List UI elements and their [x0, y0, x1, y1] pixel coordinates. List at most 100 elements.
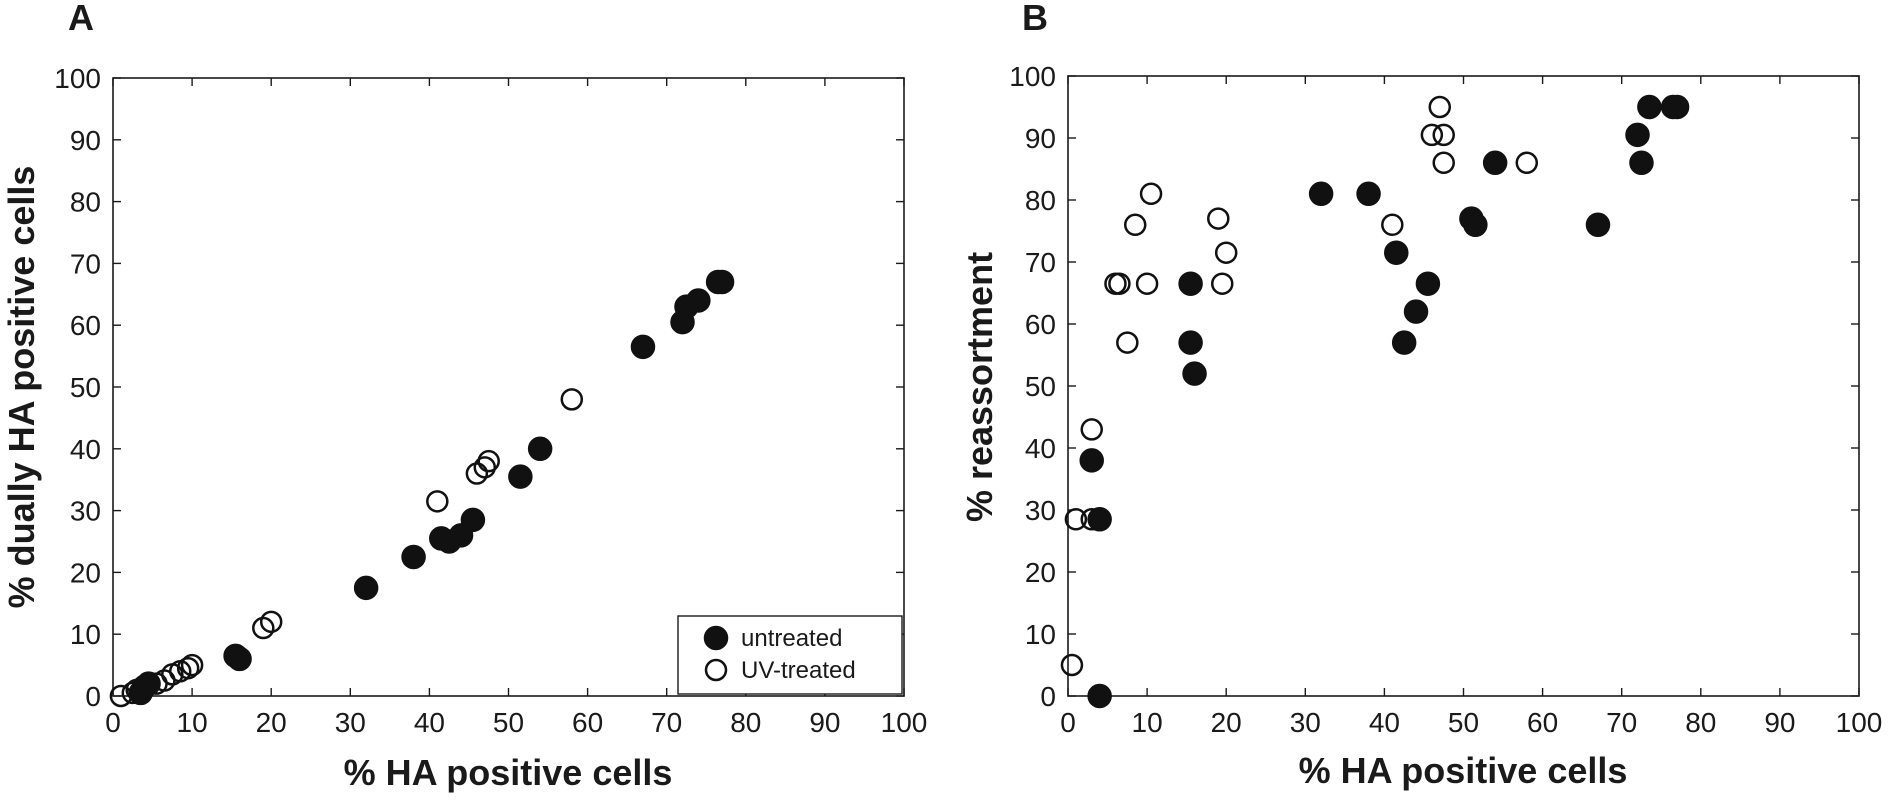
point-untreated-b: [1178, 271, 1203, 296]
point-uv-treated-b: [1135, 272, 1159, 295]
point-uv-treated-b: [1428, 95, 1452, 119]
point-untreated-b: [1356, 181, 1381, 207]
point-uv-treated-b: [1123, 213, 1147, 237]
point-untreated-b: [1403, 299, 1429, 324]
point-untreated-b: [1079, 448, 1104, 473]
points-b: [1060, 94, 1690, 709]
y-tick-label: 40: [1025, 433, 1056, 464]
point-untreated-b: [1463, 212, 1488, 238]
point-uv-treated-b: [1060, 653, 1084, 677]
x-tick-label: 30: [335, 707, 366, 738]
x-axis-title-a: % HA positive cells: [344, 752, 673, 793]
point-uv-treated-b: [1064, 508, 1088, 531]
point-uv-treated-b: [1080, 508, 1103, 531]
point-untreated-b: [1664, 94, 1690, 120]
x-tick-label: 40: [1369, 707, 1400, 738]
point-uv-treated-b: [1432, 123, 1455, 147]
y-tick-label: 80: [1025, 185, 1056, 216]
point-uv-treated-a: [125, 678, 148, 702]
y-tick-label: 0: [85, 681, 101, 712]
legend-marker-untreated: [703, 625, 729, 651]
plot-frame-a: [112, 77, 905, 697]
point-uv-treated-b: [1214, 241, 1238, 264]
panel-a: A 0 10 20 30 40 50 60 70 80 90 100 0 10 20 30 40 50 60 70 8…: [1, 0, 927, 793]
point-untreated-b: [1087, 507, 1112, 532]
point-uv-treated-a: [121, 681, 145, 705]
x-tick-label: 100: [881, 707, 928, 738]
point-untreated-a: [508, 464, 533, 489]
panel-label-a: A: [68, 0, 94, 38]
point-uv-treated-b: [1108, 272, 1131, 295]
point-uv-treated-a: [426, 490, 449, 513]
x-tick-label: 30: [1290, 707, 1321, 738]
y-tick-label: 60: [70, 310, 101, 341]
x-tick-label: 80: [1685, 707, 1716, 738]
y-tick-label: 10: [70, 619, 101, 650]
plot-frame-b: [1067, 75, 1860, 697]
point-uv-treated-b: [1080, 418, 1103, 441]
y-tick-label: 90: [1025, 123, 1056, 154]
x-tick-label: 100: [1836, 707, 1883, 738]
y-tick-label: 100: [1009, 61, 1056, 92]
x-tick-label: 50: [493, 707, 524, 738]
x-tick-label: 70: [651, 707, 682, 738]
point-uv-treated-a: [180, 653, 204, 677]
point-untreated-b: [1182, 361, 1207, 386]
legend-a: untreated UV-treated: [677, 615, 903, 695]
point-untreated-b: [1585, 212, 1611, 238]
point-untreated-b: [1178, 330, 1203, 355]
x-tick-label: 50: [1448, 707, 1479, 738]
point-untreated-b: [1384, 240, 1409, 265]
points-a: [109, 269, 735, 708]
x-tick-label: 90: [809, 707, 840, 738]
point-uv-treated-a: [259, 610, 283, 634]
x-tick-label: 90: [1764, 707, 1795, 738]
x-tick-label: 0: [105, 707, 121, 738]
point-untreated-a: [527, 436, 553, 462]
point-untreated-a: [227, 646, 252, 672]
point-untreated-b: [1637, 94, 1662, 120]
panel-b: B 0 10 20 30 40 50 60 70 80 90 100 0 10 20 30 40 50 60 70 8…: [959, 0, 1882, 791]
y-tick-label: 40: [70, 434, 101, 465]
y-tick-label: 90: [70, 125, 101, 156]
y-tick-label: 50: [70, 372, 101, 403]
point-uv-treated-a: [473, 456, 497, 479]
point-untreated-b: [1415, 271, 1441, 296]
point-untreated-a: [460, 507, 486, 533]
point-uv-treated-b: [1420, 123, 1444, 147]
y-tick-label: 0: [1040, 681, 1056, 712]
panel-label-b: B: [1022, 0, 1048, 38]
point-uv-treated-a: [477, 449, 500, 473]
point-untreated-b: [1391, 330, 1417, 355]
point-untreated-a: [709, 269, 735, 295]
y-tick-label: 60: [1025, 309, 1056, 340]
point-untreated-b: [1625, 122, 1650, 148]
point-uv-treated-b: [1515, 151, 1539, 175]
y-tick-label: 50: [1025, 371, 1056, 402]
x-tick-label: 0: [1060, 707, 1076, 738]
y-tick-label: 20: [70, 557, 101, 588]
point-uv-treated-a: [176, 656, 200, 680]
legend-marker-uv-treated: [704, 658, 728, 682]
point-uv-treated-a: [560, 388, 584, 411]
point-untreated-a: [686, 288, 711, 313]
point-uv-treated-a: [109, 684, 133, 708]
y-tick-label: 70: [1025, 247, 1056, 278]
ticks-a: 0 10 20 30 40 50 60 70 80 90 100 0 10 20 30 40 50 60 70 80 9…: [54, 63, 927, 738]
y-tick-label: 20: [1025, 557, 1056, 588]
x-tick-label: 20: [1211, 707, 1242, 738]
x-axis-title-b: % HA positive cells: [1299, 750, 1628, 791]
y-tick-label: 10: [1025, 619, 1056, 650]
y-tick-label: 100: [54, 63, 101, 94]
point-untreated-b: [1308, 181, 1334, 207]
point-uv-treated-b: [1139, 182, 1163, 206]
y-tick-label: 30: [1025, 495, 1056, 526]
point-untreated-b: [1629, 150, 1654, 176]
x-tick-label: 10: [177, 707, 208, 738]
point-untreated-b: [1482, 150, 1508, 176]
point-untreated-a: [401, 544, 426, 570]
x-tick-label: 10: [1132, 707, 1163, 738]
y-tick-label: 80: [70, 187, 101, 218]
point-untreated-a: [353, 575, 379, 601]
